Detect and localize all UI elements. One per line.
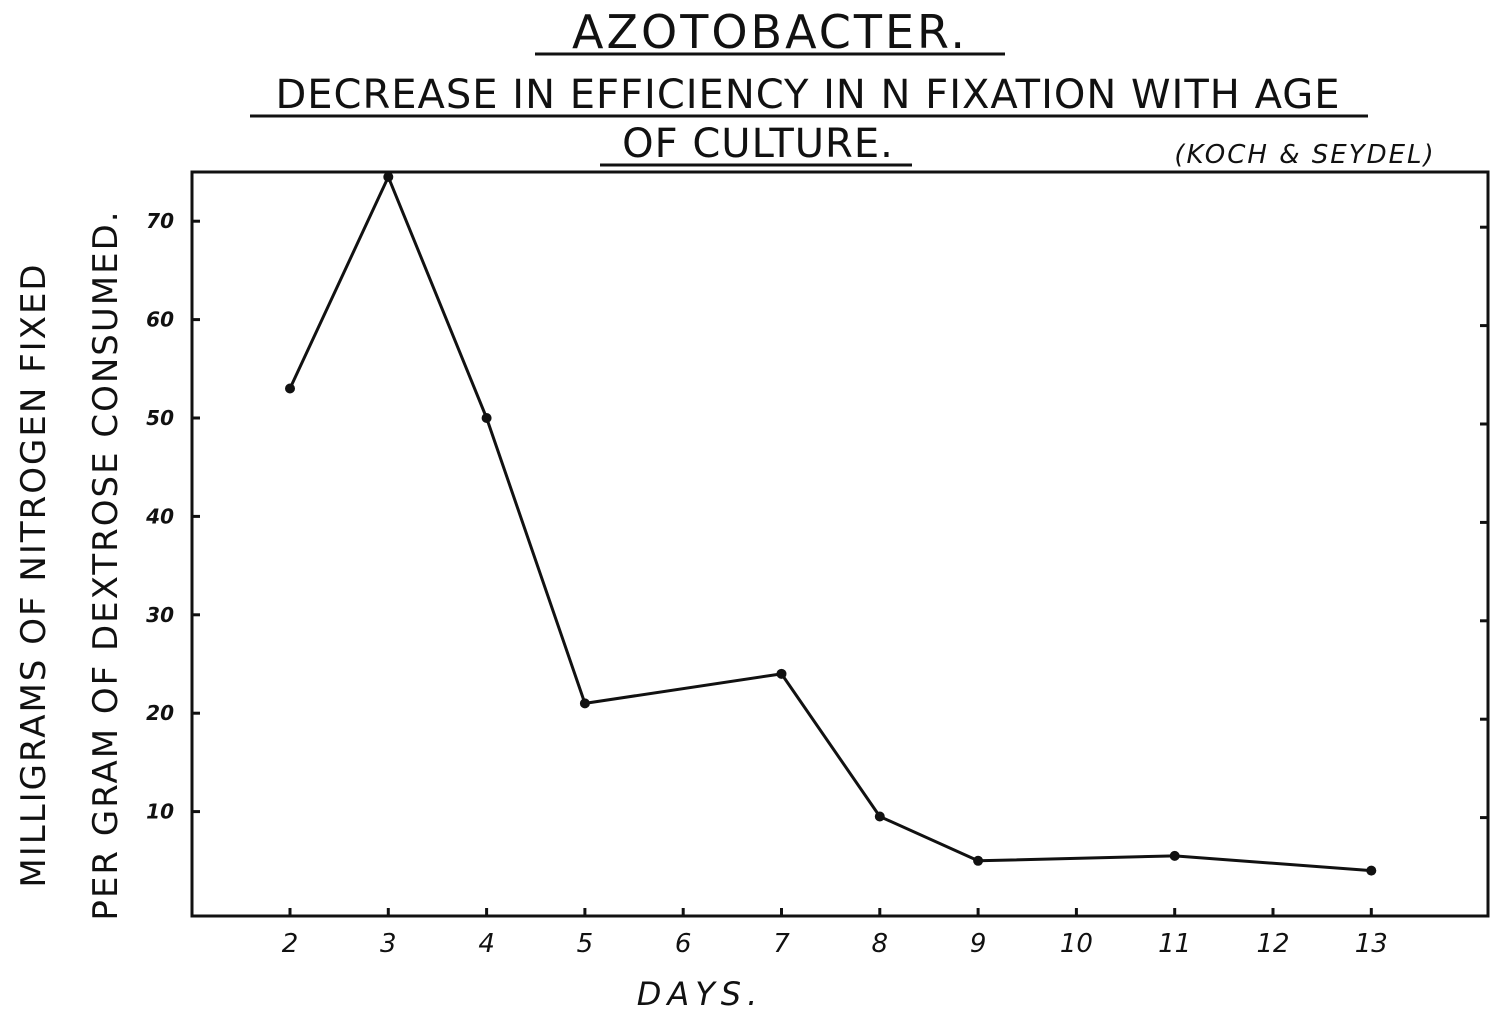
x-tick-label: 12 [1256,929,1289,959]
y-axis-label-line2: PER GRAM OF DEXTROSE CONSUMED. [86,209,126,920]
data-point [579,698,590,709]
data-point [1366,865,1377,876]
data-point [383,171,394,182]
x-tick-label: 6 [675,929,692,959]
x-tick-label: 7 [773,929,790,959]
x-tick-label: 9 [970,929,987,959]
y-tick-label: 70 [146,209,174,233]
x-tick-label: 2 [282,929,299,959]
y-tick-label: 10 [146,800,174,824]
x-tick-label: 5 [577,929,594,959]
y-tick-label: 20 [146,701,174,725]
data-point [285,383,295,394]
x-tick-label: 8 [872,929,889,959]
chart-title: AZOTOBACTER. [572,5,968,59]
x-ticks: 2 3 4 5 6 7 8 9 10 11 12 13 [282,908,1388,959]
x-tick-label: 4 [478,929,495,959]
x-tick-label: 3 [380,929,397,959]
data-point [1169,850,1180,861]
x-axis-label: DAYS. [637,975,764,1013]
x-tick-label: 11 [1158,929,1191,959]
chart-subtitle-line2: OF CULTURE. [622,121,894,167]
plot-frame [190,170,1490,918]
data-point [776,668,787,679]
series-line [288,175,1372,873]
data-point [973,855,984,866]
plot-area [285,171,1377,876]
y-tick-label: 40 [145,504,174,528]
data-point [481,413,492,423]
x-tick-label: 13 [1355,929,1388,959]
data-point [874,811,885,822]
y-tick-label: 30 [146,603,174,627]
y-tick-label: 60 [146,308,174,332]
y-tick-label: 50 [146,406,174,430]
y-axis-label-line1: MILLIGRAMS OF NITROGEN FIXED [14,262,54,887]
y-ticks: 10 20 30 40 50 60 70 [145,209,1488,824]
chart-source: (KOCH & SEYDEL) [1174,140,1435,170]
chart-subtitle-line1: DECREASE IN EFFICIENCY IN N FIXATION WIT… [275,72,1340,118]
x-tick-label: 10 [1060,929,1093,959]
